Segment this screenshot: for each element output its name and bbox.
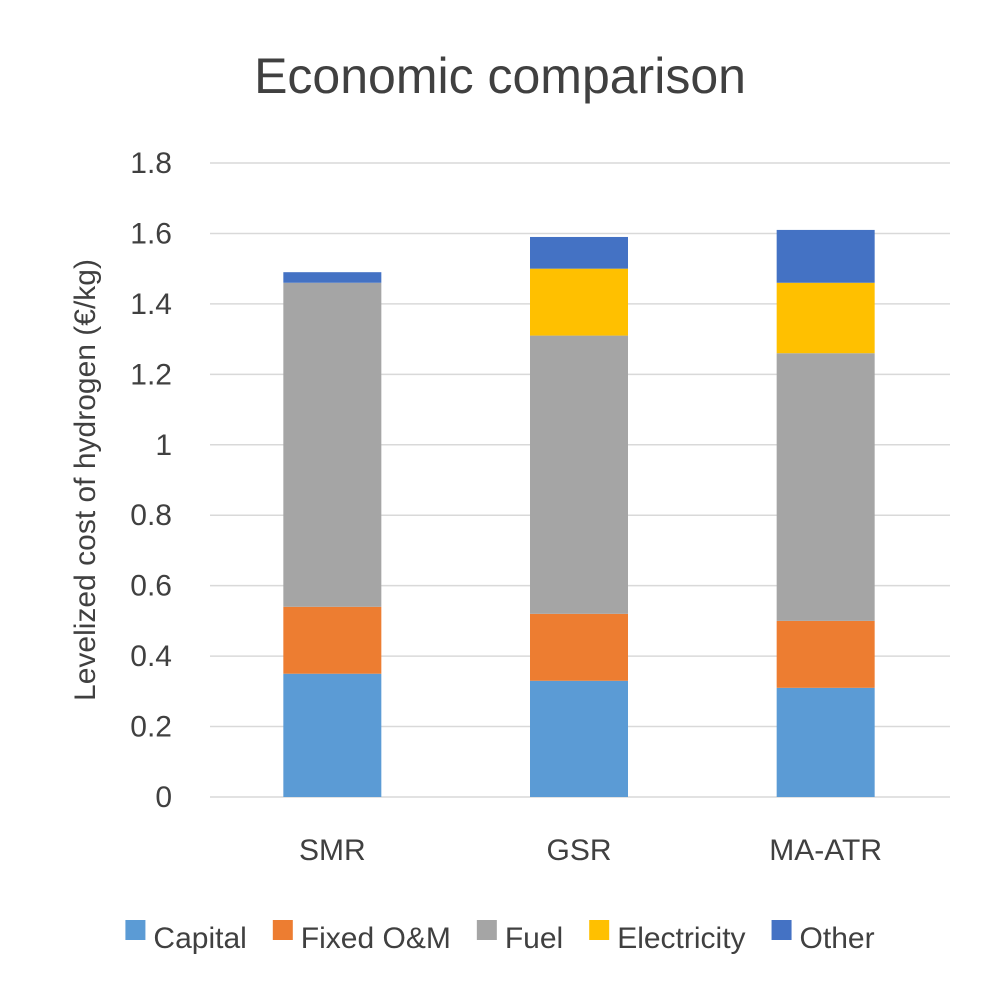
bar-segment-smr-capital xyxy=(283,673,382,797)
y-axis-ticks: 0 0.2 0.4 0.6 0.8 1 1.2 1.4 1.6 1.8 xyxy=(130,147,172,814)
bar-segment-gsr-electricity xyxy=(530,268,628,336)
y-axis-label: Levelized cost of hydrogen (€/kg) xyxy=(69,259,102,701)
y-tick-label: 0.6 xyxy=(130,570,172,603)
x-category-label: MA-ATR xyxy=(769,834,882,867)
legend-swatch xyxy=(476,920,497,940)
x-axis-categories: SMR GSR MA-ATR xyxy=(299,834,882,867)
legend-swatch xyxy=(589,920,610,940)
legend-swatch xyxy=(272,920,293,940)
chart-title: Economic comparison xyxy=(254,48,746,104)
x-category-label: GSR xyxy=(546,834,611,867)
y-tick-label: 1.4 xyxy=(130,288,172,321)
bar-segment-gsr-other xyxy=(530,236,628,269)
legend-label: Fuel xyxy=(505,922,563,955)
legend-label: Capital xyxy=(153,922,246,955)
bar-segment-ma-atr-capital xyxy=(776,687,875,797)
x-category-label: SMR xyxy=(299,834,366,867)
bar-segment-ma-atr-electricity xyxy=(776,282,875,354)
legend: Capital Fixed O&M Fuel Electricity Other xyxy=(125,920,875,955)
y-tick-label: 0 xyxy=(155,781,172,814)
bar-segment-smr-fuel xyxy=(283,282,382,607)
bar-segment-gsr-capital xyxy=(530,680,628,797)
legend-label: Fixed O&M xyxy=(301,922,451,955)
legend-swatch xyxy=(125,920,146,940)
bars xyxy=(283,229,875,797)
y-tick-label: 0.2 xyxy=(130,711,172,744)
bar-segment-gsr-fixed-o-m xyxy=(530,613,628,681)
bar-segment-smr-other xyxy=(283,272,382,283)
bar-segment-gsr-fuel xyxy=(530,335,628,614)
y-tick-label: 1.2 xyxy=(130,358,172,391)
legend-label: Electricity xyxy=(617,922,745,955)
bar-segment-smr-fixed-o-m xyxy=(283,606,382,674)
y-tick-label: 1.8 xyxy=(130,147,172,180)
bar-segment-ma-atr-other xyxy=(776,229,875,283)
legend-label: Other xyxy=(800,922,875,955)
y-tick-label: 0.8 xyxy=(130,499,172,532)
bar-segment-ma-atr-fuel xyxy=(776,353,875,621)
y-tick-label: 1 xyxy=(155,429,172,462)
y-tick-label: 0.4 xyxy=(130,640,172,673)
legend-swatch xyxy=(771,920,792,940)
bar-segment-ma-atr-fixed-o-m xyxy=(776,620,875,688)
y-tick-label: 1.6 xyxy=(130,217,172,250)
